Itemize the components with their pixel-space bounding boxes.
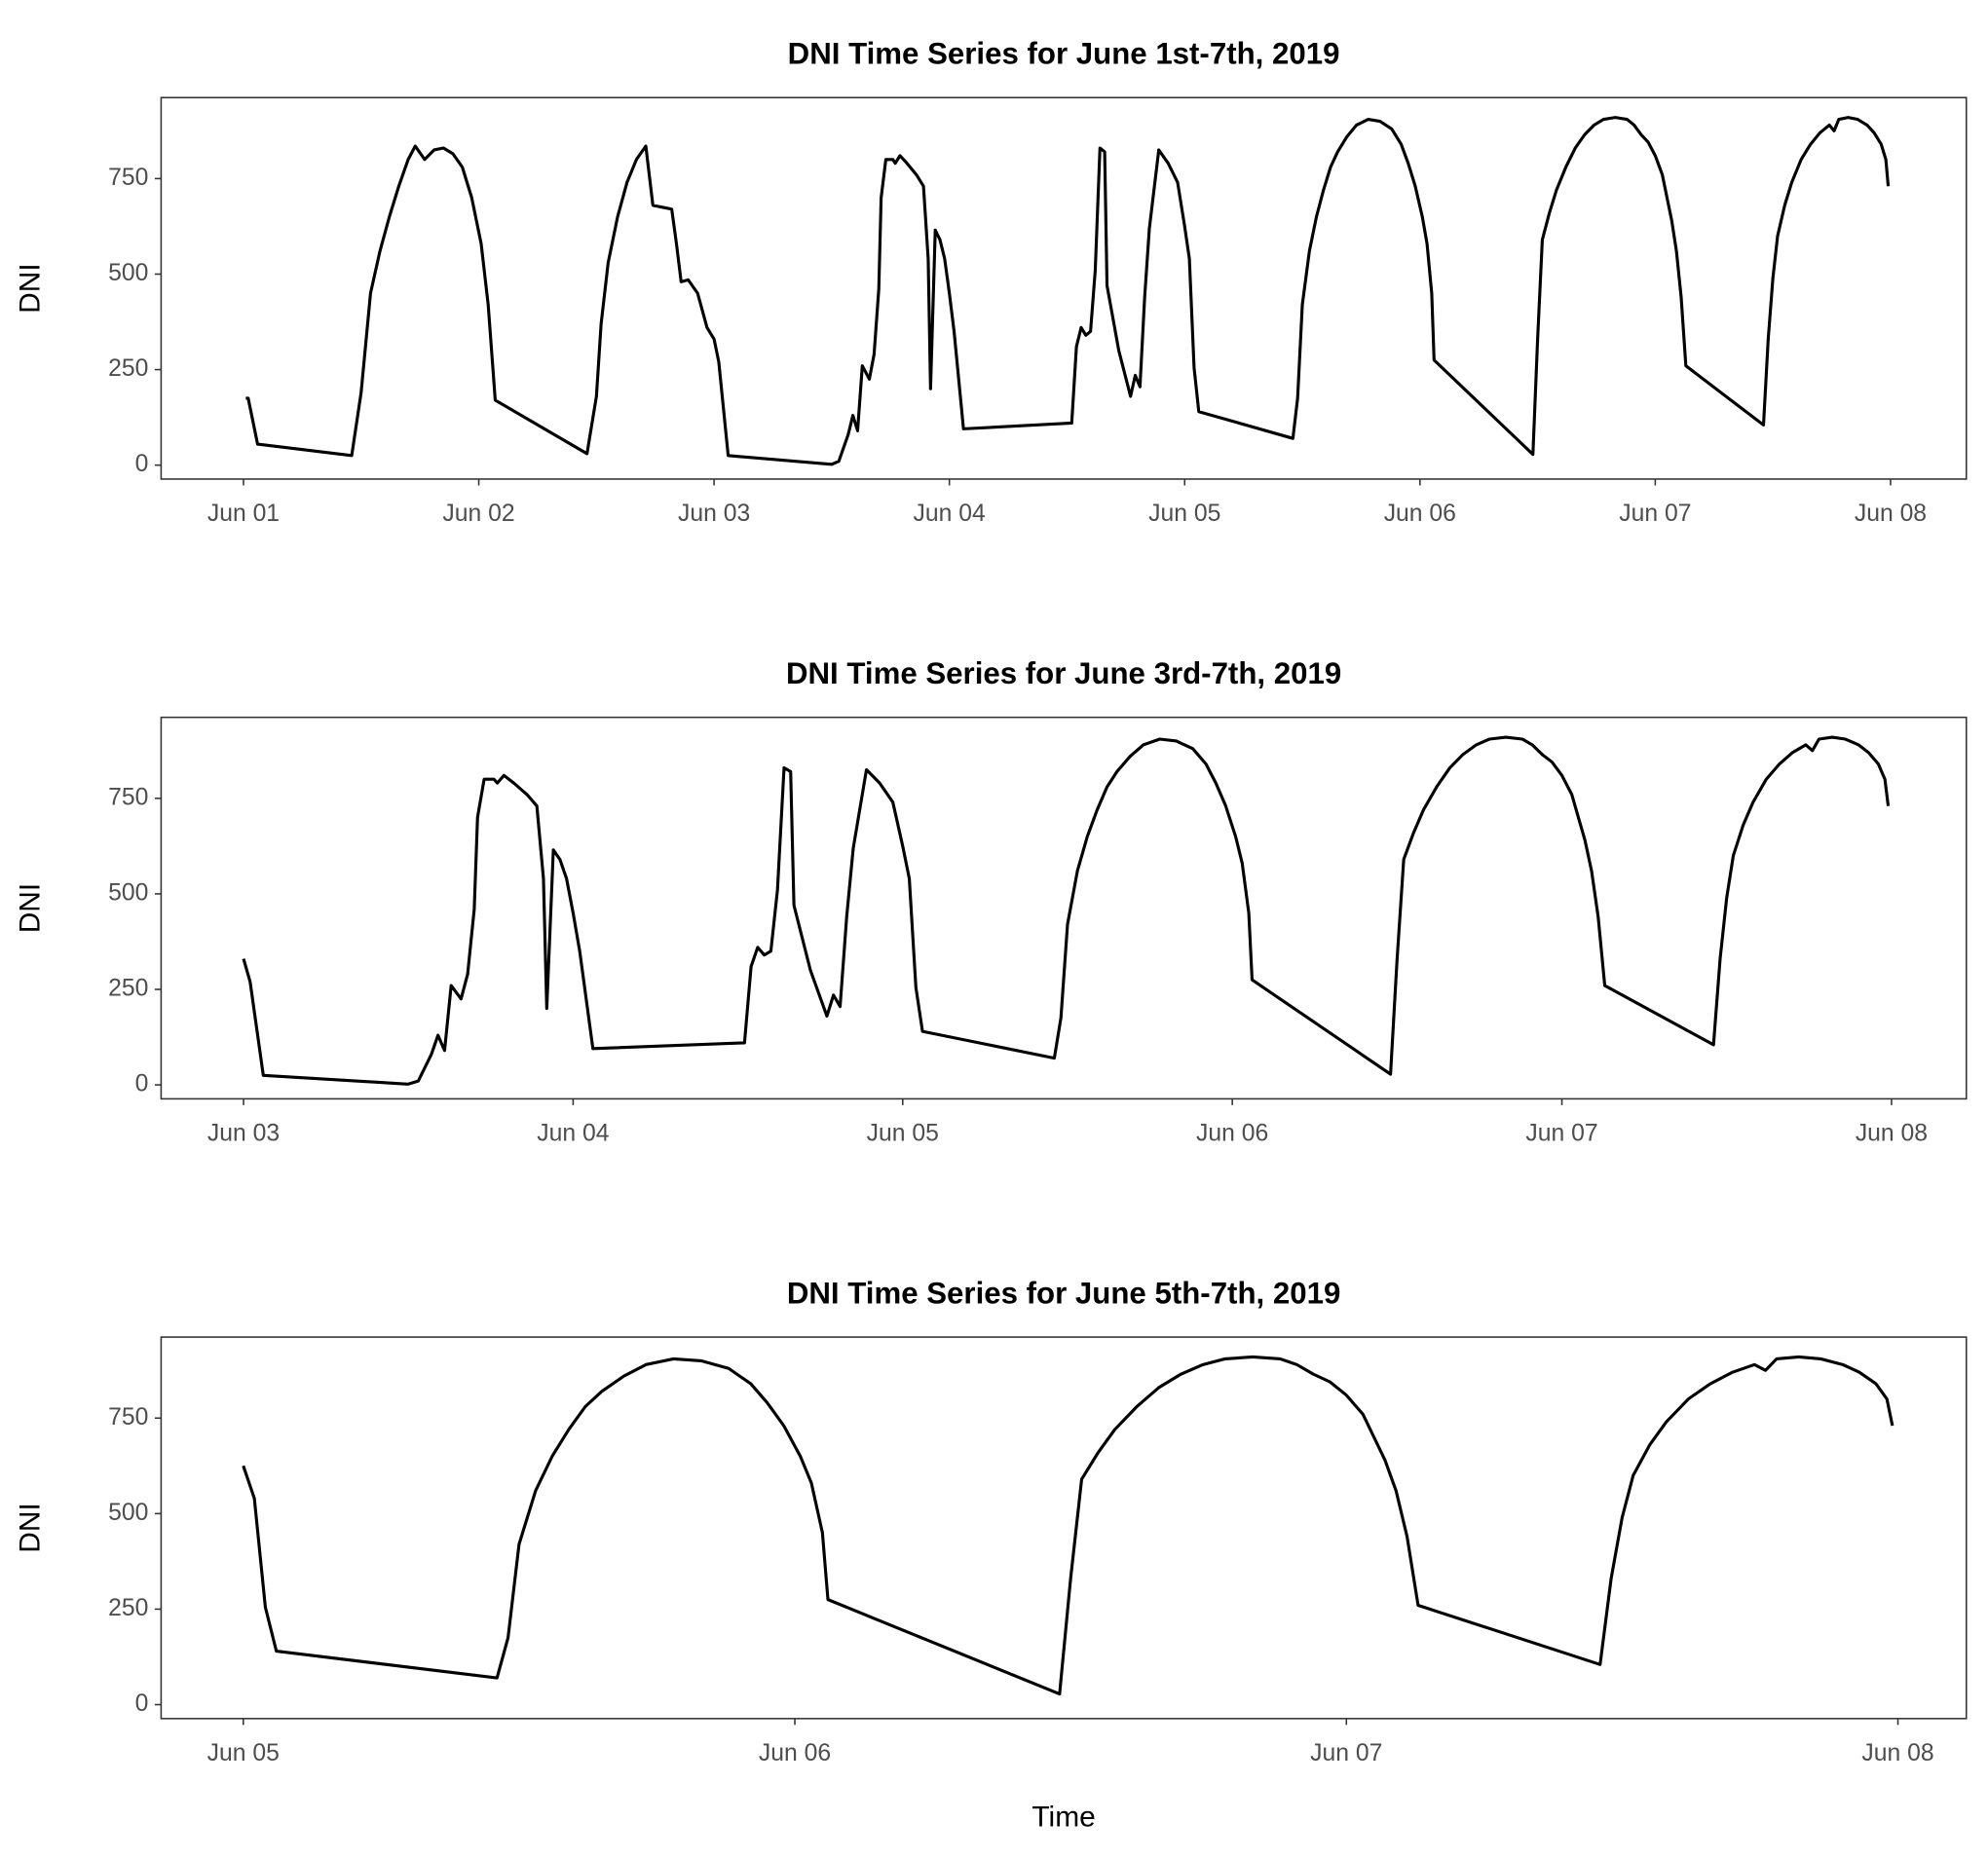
x-tick-label: Jun 08 xyxy=(1855,501,1927,527)
y-tick-label: 750 xyxy=(108,784,148,810)
x-tick-label: Jun 07 xyxy=(1310,1740,1382,1766)
y-tick-label: 750 xyxy=(108,1404,148,1431)
x-tick-label: Jun 07 xyxy=(1525,1120,1597,1146)
x-tick-label: Jun 03 xyxy=(678,501,750,527)
y-tick-label: 500 xyxy=(108,1500,148,1526)
x-tick-label: Jun 06 xyxy=(1196,1120,1268,1146)
plot-border xyxy=(160,96,1968,480)
x-tick-label: Jun 06 xyxy=(1384,501,1456,527)
y-tick-label: 500 xyxy=(108,260,148,286)
chart-title: DNI Time Series for June 5th-7th, 2019 xyxy=(787,1276,1341,1310)
x-tick-label: Jun 06 xyxy=(759,1740,831,1766)
x-tick-label: Jun 04 xyxy=(537,1120,609,1146)
data-line xyxy=(245,116,1891,466)
x-tick-label: Jun 04 xyxy=(914,501,986,527)
y-axis-title: DNI xyxy=(15,1503,47,1553)
x-tick-label: Jun 02 xyxy=(442,501,514,527)
y-tick-label: 0 xyxy=(135,451,149,477)
plot-border xyxy=(160,1336,1968,1720)
y-tick-label: 0 xyxy=(135,1691,149,1717)
y-tick-label: 500 xyxy=(108,879,148,906)
y-tick-label: 750 xyxy=(108,165,148,191)
x-tick-label: Jun 05 xyxy=(207,1740,280,1766)
x-axis-title: Time xyxy=(1032,1802,1095,1834)
chart-title: DNI Time Series for June 1st-7th, 2019 xyxy=(788,37,1340,71)
y-tick-label: 0 xyxy=(135,1071,149,1097)
chart-title: DNI Time Series for June 3rd-7th, 2019 xyxy=(786,656,1341,690)
x-tick-label: Jun 03 xyxy=(207,1120,280,1146)
y-axis-title: DNI xyxy=(15,263,47,314)
x-tick-label: Jun 08 xyxy=(1856,1120,1928,1146)
y-tick-label: 250 xyxy=(108,355,148,382)
y-tick-label: 250 xyxy=(108,976,148,1002)
y-axis-title: DNI xyxy=(15,883,47,934)
x-tick-label: Jun 01 xyxy=(207,501,280,527)
x-tick-label: Jun 07 xyxy=(1619,501,1691,527)
x-tick-label: Jun 08 xyxy=(1861,1740,1933,1766)
data-line xyxy=(242,1355,1894,1696)
plot-border xyxy=(160,716,1968,1100)
x-tick-label: Jun 05 xyxy=(867,1120,939,1146)
data-line xyxy=(242,735,1891,1086)
y-tick-label: 250 xyxy=(108,1595,148,1621)
x-tick-label: Jun 05 xyxy=(1148,501,1220,527)
